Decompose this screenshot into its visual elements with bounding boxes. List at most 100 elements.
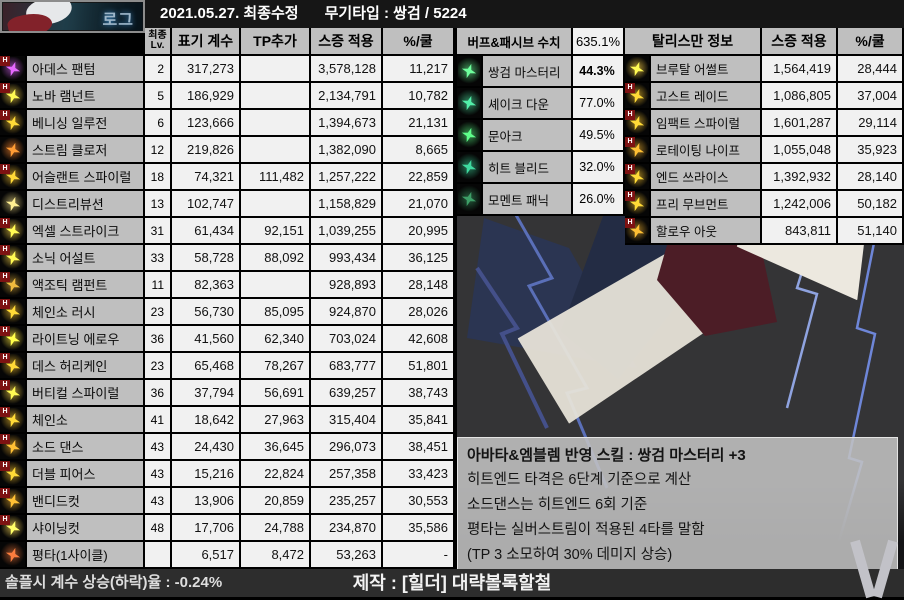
skill-dmg-applied-cell: 1,257,222 [311, 164, 383, 191]
skill-row: 평타(1사이클) 6,517 8,472 53,263 - [0, 542, 455, 569]
skill-table: 최종 Lv. 표기 계수 TP추가 스증 적용 %/쿨 아데스 팬텀 2 317… [0, 28, 455, 569]
skill-icon [0, 326, 27, 353]
talisman-dmg-applied-cell: 843,811 [762, 218, 838, 245]
skill-coefficient-cell: 317,273 [172, 56, 241, 83]
talisman-per-cooldown-cell: 50,182 [838, 191, 904, 218]
skill-per-cooldown-cell: 11,217 [383, 56, 455, 83]
buff-row: 히트 블리드 32.0% [457, 152, 625, 184]
talisman-icon [625, 164, 651, 191]
skill-per-cooldown-cell: 28,026 [383, 299, 455, 326]
skill-name-cell: 노바 램넌트 [27, 83, 145, 110]
talisman-row: 고스트 레이드 1,086,805 37,004 [625, 83, 904, 110]
skill-level-cell: 33 [145, 245, 172, 272]
skill-dmg-applied-cell: 235,257 [311, 488, 383, 515]
skill-icon [0, 434, 27, 461]
skill-level-cell: 2 [145, 56, 172, 83]
h-badge-icon [0, 56, 10, 66]
skill-icon [0, 515, 27, 542]
talisman-header-per-cooldown: %/쿨 [838, 28, 904, 56]
buff-value-cell: 49.5% [573, 120, 625, 152]
h-badge-icon [625, 110, 635, 120]
artwork-v-shape [852, 540, 896, 598]
skill-per-cooldown-cell: - [383, 542, 455, 569]
buff-name-cell: 모멘트 패닉 [483, 184, 573, 216]
skill-name-cell: 어슬랜트 스파이럴 [27, 164, 145, 191]
talisman-dmg-applied-cell: 1,055,048 [762, 137, 838, 164]
buff-icon [457, 184, 483, 216]
notes-box: 아바타&엠블렘 반영 스킬 : 쌍검 마스터리 +3 히트엔드 타격은 6단계 … [457, 437, 898, 574]
skill-level-cell: 13 [145, 191, 172, 218]
buff-icon-glyph [457, 152, 481, 182]
skill-tp-cell: 22,824 [241, 461, 311, 488]
h-badge-icon [0, 515, 10, 525]
skill-name-cell: 더블 피어스 [27, 461, 145, 488]
talisman-dmg-applied-cell: 1,392,932 [762, 164, 838, 191]
skill-icon [0, 488, 27, 515]
skill-dmg-applied-cell: 2,134,791 [311, 83, 383, 110]
h-badge-icon [0, 164, 10, 174]
skill-per-cooldown-cell: 21,070 [383, 191, 455, 218]
skill-icon-glyph [0, 191, 25, 216]
skill-tp-cell: 36,645 [241, 434, 311, 461]
skill-level-cell: 43 [145, 461, 172, 488]
talisman-name-cell: 프리 무브먼트 [651, 191, 762, 218]
skill-dmg-applied-cell: 703,024 [311, 326, 383, 353]
skill-tp-cell: 8,472 [241, 542, 311, 569]
skill-coefficient-cell: 58,728 [172, 245, 241, 272]
header-per-cooldown: %/쿨 [383, 28, 455, 56]
skill-per-cooldown-cell: 38,451 [383, 434, 455, 461]
h-badge-icon [0, 434, 10, 444]
skill-tp-cell: 78,267 [241, 353, 311, 380]
skill-dmg-applied-cell: 1,382,090 [311, 137, 383, 164]
skill-tp-cell: 111,482 [241, 164, 311, 191]
talisman-per-cooldown-cell: 35,923 [838, 137, 904, 164]
skill-coefficient-cell: 17,706 [172, 515, 241, 542]
skill-row: 체인소 러시 23 56,730 85,095 924,870 28,026 [0, 299, 455, 326]
talisman-row: 브루탈 어썰트 1,564,419 28,444 [625, 56, 904, 83]
skill-row: 액조틱 램펀트 11 82,363 928,893 28,148 [0, 272, 455, 299]
note-line: (TP 3 소모하여 30% 데미지 상승) [467, 547, 673, 563]
skill-tp-cell [241, 191, 311, 218]
skill-icon [0, 110, 27, 137]
skill-icon [0, 83, 27, 110]
buff-name-cell: 셰이크 다운 [483, 88, 573, 120]
buff-table-header: 버프&패시브 수치 635.1% [457, 28, 625, 56]
talisman-icon [625, 110, 651, 137]
skill-row: 엑셀 스트라이크 31 61,434 92,151 1,039,255 20,9… [0, 218, 455, 245]
skill-icon [0, 542, 27, 569]
talisman-row: 로테이팅 나이프 1,055,048 35,923 [625, 137, 904, 164]
skill-name-cell: 체인소 [27, 407, 145, 434]
skill-tp-cell: 62,340 [241, 326, 311, 353]
skill-tp-cell: 20,859 [241, 488, 311, 515]
buff-row: 쌍검 마스터리 44.3% [457, 56, 625, 88]
skill-coefficient-cell: 123,666 [172, 110, 241, 137]
h-badge-icon [0, 353, 10, 363]
skill-per-cooldown-cell: 8,665 [383, 137, 455, 164]
weapon-type-label: 무기타입 : 쌍검 / 5224 [324, 5, 467, 22]
talisman-icon [625, 191, 651, 218]
buff-name-cell: 쌍검 마스터리 [483, 56, 573, 88]
talisman-row: 할로우 아웃 843,811 51,140 [625, 218, 904, 245]
skill-coefficient-cell: 186,929 [172, 83, 241, 110]
credit-label: 제작 : [힐더] 대략볼록할철 [352, 573, 552, 593]
skill-tp-cell [241, 83, 311, 110]
skill-row: 소드 댄스 43 24,430 36,645 296,073 38,451 [0, 434, 455, 461]
buff-name-cell: 문아크 [483, 120, 573, 152]
h-badge-icon [0, 488, 10, 498]
talisman-name-cell: 로테이팅 나이프 [651, 137, 762, 164]
skill-dmg-applied-cell: 257,358 [311, 461, 383, 488]
talisman-dmg-applied-cell: 1,601,287 [762, 110, 838, 137]
buff-value-cell: 26.0% [573, 184, 625, 216]
talisman-dmg-applied-cell: 1,242,006 [762, 191, 838, 218]
buff-table-title: 버프&패시브 수치 [457, 28, 573, 56]
skill-name-cell: 액조틱 램펀트 [27, 272, 145, 299]
talisman-per-cooldown-cell: 51,140 [838, 218, 904, 245]
skill-name-cell: 아데스 팬텀 [27, 56, 145, 83]
skill-coefficient-cell: 37,794 [172, 380, 241, 407]
skill-coefficient-cell: 102,747 [172, 191, 241, 218]
skill-name-cell: 소드 댄스 [27, 434, 145, 461]
talisman-dmg-applied-cell: 1,086,805 [762, 83, 838, 110]
h-badge-icon [0, 380, 10, 390]
buff-icon-glyph [457, 120, 481, 150]
h-badge-icon [625, 191, 635, 201]
